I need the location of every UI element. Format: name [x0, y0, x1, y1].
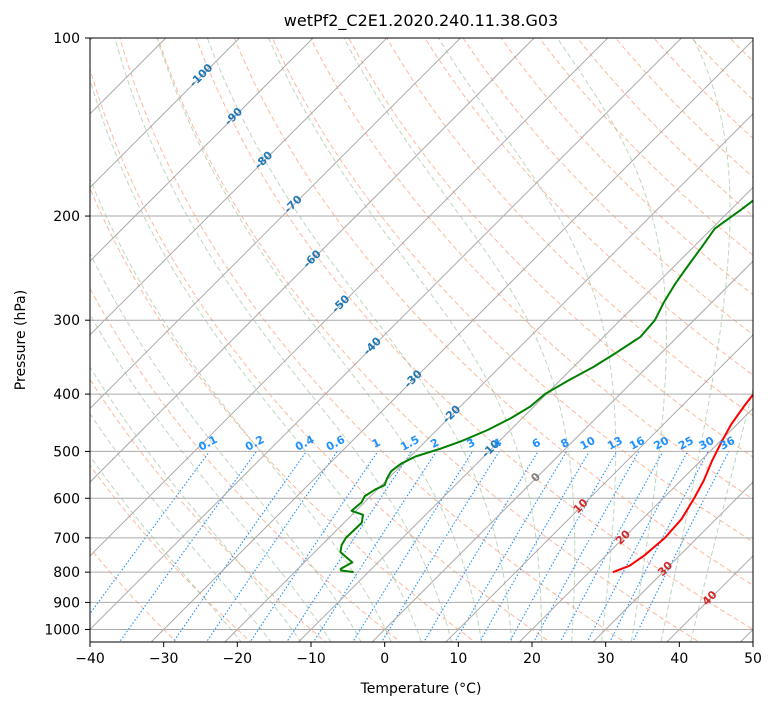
moist-adiabat-line: [267, 38, 543, 642]
y-tick-label: 400: [53, 387, 80, 403]
y-tick-label: 600: [53, 491, 80, 507]
dry-adiabat-line: [348, 38, 753, 458]
mixing-ratio-line: [381, 451, 500, 642]
moist-adiabat-line: [90, 366, 302, 642]
moist-adiabat-line: [556, 38, 667, 642]
mixing-ratio-line: [533, 451, 640, 642]
dewpoint-profile-line: [339, 199, 753, 574]
dry-adiabat-line: [90, 287, 402, 642]
moist-adiabat-line: [206, 38, 513, 642]
isobar-grid: [90, 38, 753, 630]
x-axis-ticks: −40 −30 −20 −10 0 10 20 30 40 50: [75, 642, 762, 667]
mixing-ratio-line: [90, 451, 211, 615]
isotherm-line: [445, 334, 753, 642]
x-tick-label: 50: [744, 651, 762, 667]
temperature-profile-line: [612, 392, 753, 574]
x-tick-label: 20: [523, 651, 541, 667]
profile-series: [339, 199, 753, 574]
mixing-ratio-line: [454, 451, 568, 642]
dry-adiabat-line: [233, 38, 753, 586]
mixing-ratio-line: [286, 451, 413, 642]
x-tick-label: −20: [223, 651, 253, 667]
dry-adiabat-line: [195, 38, 753, 631]
isotherm-line: [150, 39, 753, 642]
y-tick-label: 700: [53, 531, 80, 547]
y-tick-label: 1000: [44, 622, 80, 638]
moist-adiabat-line: [156, 38, 483, 642]
mixing-ratio-line: [249, 451, 379, 642]
chart-title: wetPf2_C2E1.2020.240.11.38.G03: [284, 11, 558, 31]
mixing-ratio-line: [559, 451, 664, 642]
moist-adiabats: [90, 38, 753, 642]
mixing-ratio-label: 10: [578, 434, 598, 453]
isotherm-line: [90, 38, 388, 336]
x-tick-label: 0: [380, 651, 389, 667]
y-axis-label: Pressure (hPa): [13, 290, 29, 390]
y-tick-label: 200: [53, 209, 80, 225]
mixing-ratio-line: [172, 451, 307, 642]
moist-adiabat-line: [437, 38, 617, 642]
moist-adiabat-line: [114, 38, 453, 642]
isotherm-line: [90, 38, 683, 631]
isotherm-line: [90, 38, 314, 262]
moist-adiabat-line: [90, 313, 332, 642]
mixing-ratio-label: 16: [627, 434, 647, 453]
dry-adiabat-line: [424, 38, 753, 376]
mixing-ratio-line: [508, 451, 618, 642]
moist-adiabat-line: [90, 455, 242, 642]
x-axis-label: Temperature (°C): [360, 681, 482, 697]
y-tick-label: 300: [53, 313, 80, 329]
mixing-ratio-line: [586, 451, 689, 642]
moist-adiabat-line: [690, 387, 753, 642]
isotherm-line: [518, 407, 753, 642]
mixing-ratio-label: 25: [676, 434, 696, 453]
isotherm-line: [297, 186, 753, 642]
y-tick-label: 100: [53, 31, 80, 47]
mixing-ratio-label: 13: [605, 434, 625, 453]
moist-adiabat-line: [660, 38, 731, 642]
moist-adiabat-line: [90, 77, 422, 642]
x-tick-label: −40: [75, 651, 105, 667]
x-tick-label: 30: [597, 651, 615, 667]
isotherms: [90, 38, 753, 642]
y-axis-ticks: 100 200 300 400 500 600 700 800 900 1000: [44, 31, 90, 638]
dry-adiabat-line: [271, 38, 753, 543]
x-tick-label: −10: [296, 651, 326, 667]
dry-adiabat-line: [90, 67, 551, 642]
dry-adiabat-line: [90, 378, 327, 642]
mixing-ratio-line: [118, 451, 257, 642]
mixing-ratio-line: [205, 451, 338, 642]
dry-adiabat-line: [157, 38, 701, 642]
mixing-ratio-label: 30: [697, 434, 717, 453]
isotherm-line: [90, 38, 535, 483]
plot-area: [90, 38, 753, 642]
y-tick-label: 900: [53, 595, 80, 611]
y-tick-label: 500: [53, 444, 80, 460]
dry-adiabat-line: [90, 187, 476, 642]
x-tick-label: 10: [449, 651, 467, 667]
isotherm-line: [371, 260, 753, 642]
isotherm-line: [224, 113, 753, 642]
y-tick-label: 800: [53, 565, 80, 581]
dry-adiabat-line: [462, 38, 753, 336]
moist-adiabat-line: [90, 252, 362, 642]
mixing-ratio-line: [479, 451, 590, 642]
mixing-ratio-label: 36: [718, 434, 738, 453]
plot-frame: [89, 37, 754, 643]
x-tick-label: 40: [670, 651, 688, 667]
isotherm-line: [90, 38, 609, 557]
moist-adiabat-line: [90, 412, 272, 642]
dry-adiabats: [90, 38, 753, 642]
isotherm-line: [592, 481, 753, 642]
mixing-ratio-label: 20: [652, 434, 672, 453]
x-tick-label: −30: [149, 651, 179, 667]
moist-adiabat-line: [90, 177, 392, 642]
isotherm-line: [90, 38, 241, 189]
isotherm-line: [90, 38, 462, 410]
mixing-ratio-line: [312, 451, 437, 642]
dry-adiabat-line: [90, 547, 178, 642]
